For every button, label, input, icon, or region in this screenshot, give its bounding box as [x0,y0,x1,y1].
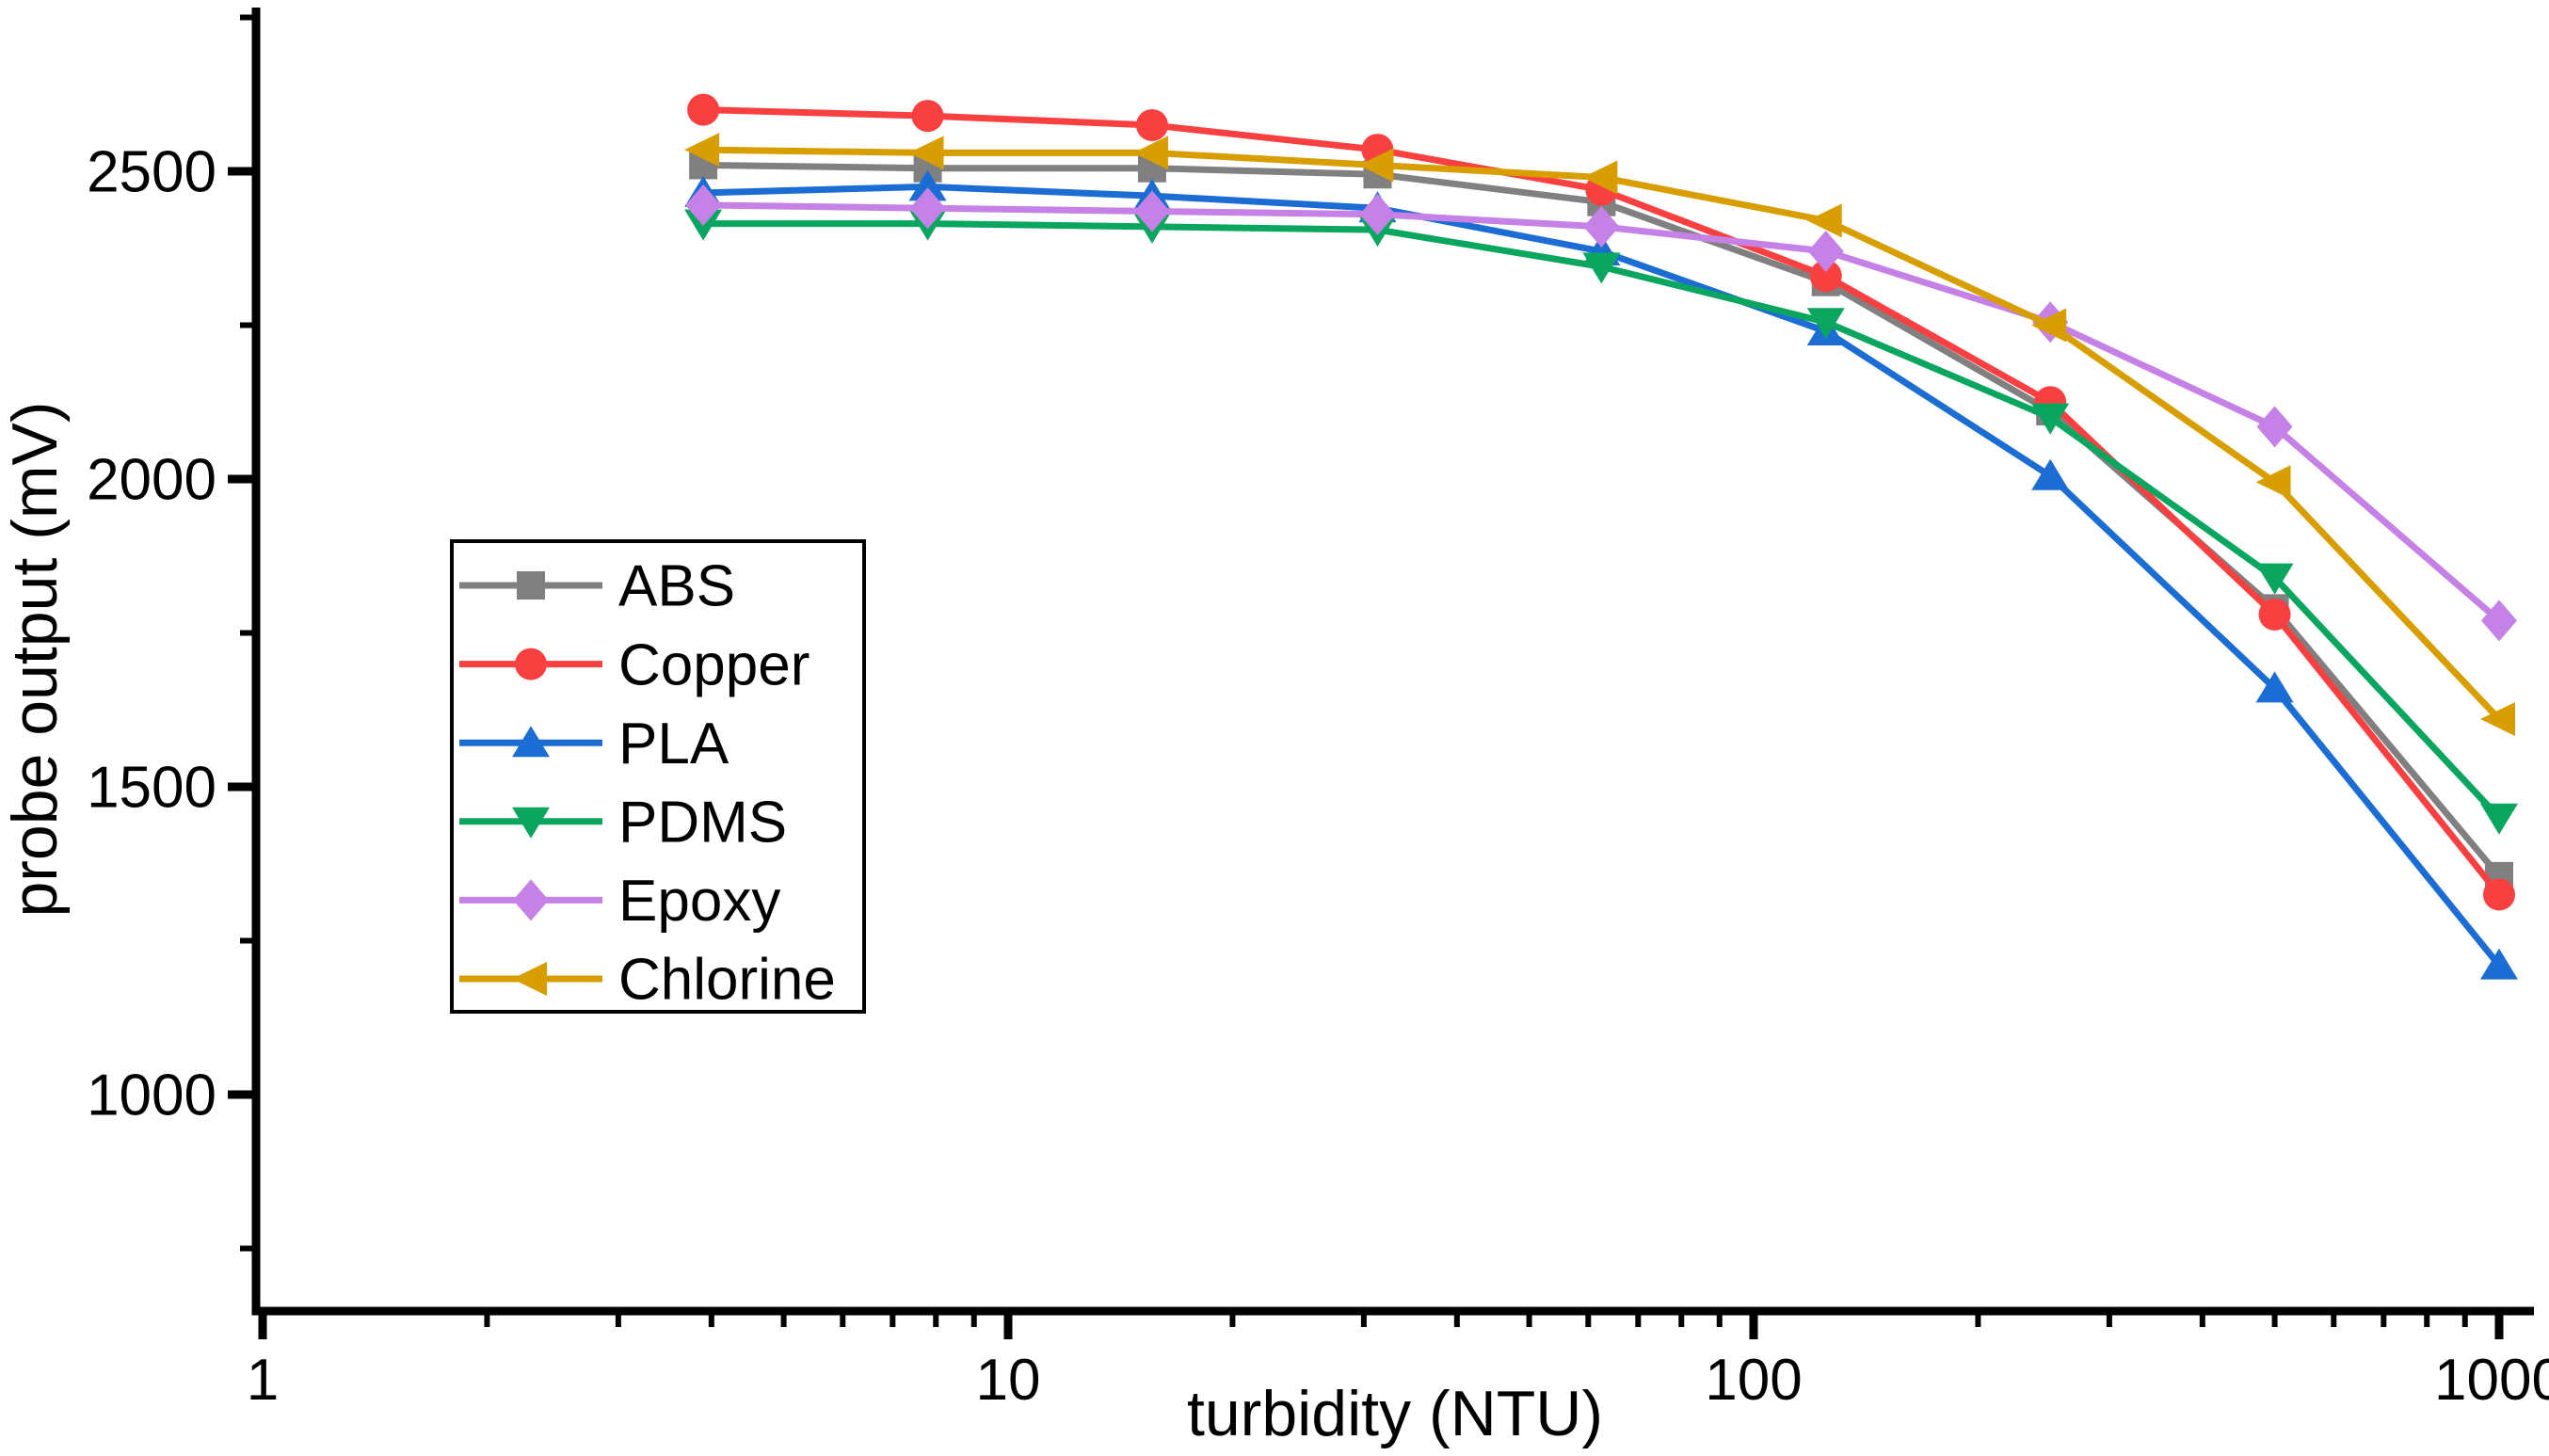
marker-triangle-up [512,726,550,758]
marker-triangle-down [2480,803,2518,835]
legend-item-pla: PLA [459,712,729,776]
marker-diamond [513,879,549,921]
marker-diamond [909,187,946,230]
marker-triangle-up [2255,671,2294,703]
x-tick-label: 1000 [2434,1348,2549,1413]
marker-circle [2483,878,2515,911]
x-tick-label: 10 [976,1348,1041,1413]
y-tick-label: 2000 [87,448,216,513]
marker-circle [911,100,944,133]
y-tick-label: 1500 [87,756,216,821]
marker-triangle-left [1582,160,1618,195]
marker-triangle-left [2480,702,2515,737]
series-pla [684,169,2518,980]
legend-item-chlorine: Chlorine [459,948,836,1013]
legend-box [450,539,866,1014]
series-layer [684,93,2518,980]
legend-layer: ABS Copper PLA PDMS Epoxy Chlorine [450,539,866,1014]
marker-triangle-left [1358,148,1394,183]
legend-label: PLA [618,712,729,776]
marker-square [517,571,545,600]
marker-diamond [1807,231,1844,273]
legend-item-epoxy: Epoxy [459,869,780,934]
marker-circle [1135,108,1168,141]
legend-item-abs: ABS [459,554,735,619]
marker-circle [2258,598,2291,631]
x-tick-label: 1 [247,1348,279,1413]
legend-label: Copper [618,632,810,697]
marker-triangle-left [684,133,720,168]
marker-diamond [2256,406,2293,448]
legend-label: Epoxy [618,869,780,934]
marker-triangle-down [2031,403,2070,435]
series-line-pdms [703,220,2502,821]
marker-triangle-left [908,136,944,170]
marker-diamond [1133,190,1170,232]
series-pdms [684,209,2518,835]
y-tick-label: 1000 [87,1064,216,1128]
legend-label: Chlorine [618,948,836,1013]
marker-circle [687,93,720,126]
marker-diamond [2481,600,2517,642]
marker-triangle-down [2255,563,2294,595]
marker-triangle-left [2255,465,2291,500]
marker-circle [1809,260,1842,293]
marker-triangle-up [2480,948,2518,980]
marker-diamond [1359,193,1396,235]
marker-triangle-down [1806,308,1845,340]
marker-triangle-down [512,807,550,839]
axes-layer [228,8,2534,1339]
marker-diamond [685,184,722,226]
marker-circle [515,648,547,680]
legend-label: ABS [618,554,735,619]
axis-frame [251,8,2534,1316]
legend-item-copper: Copper [459,632,810,697]
marker-triangle-left [1806,203,1842,238]
y-axis-title: probe output (mV) [0,401,71,917]
series-chlorine [684,133,2515,737]
marker-triangle-left [2031,308,2067,343]
marker-triangle-left [512,962,547,996]
marker-diamond [1583,205,1620,248]
marker-triangle-down [1582,252,1621,284]
marker-triangle-left [1132,136,1168,170]
x-tick-label: 100 [1705,1348,1802,1413]
legend-item-pdms: PDMS [459,791,787,856]
x-axis-title: turbidity (NTU) [1187,1378,1603,1449]
legend-label: PDMS [618,791,787,856]
y-tick-label: 2500 [87,140,216,205]
marker-triangle-up [2031,458,2070,490]
labels-layer: 1 10 100 1000 1000 1500 2000 2500 turbidity (NTU… [0,140,2549,1449]
marker-triangle-up [908,169,947,201]
